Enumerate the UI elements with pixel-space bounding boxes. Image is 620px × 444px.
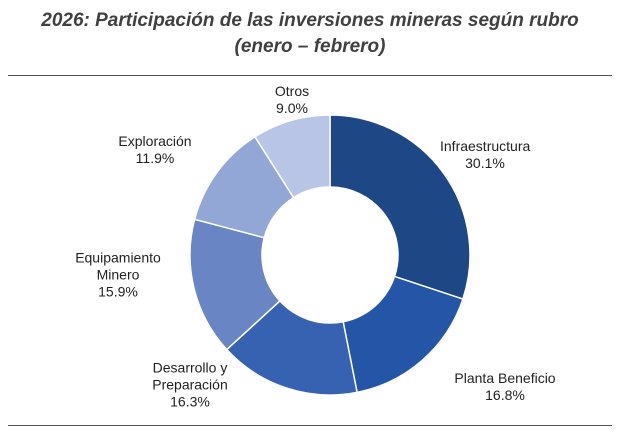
slice-label: Equipamiento Minero 15.9% xyxy=(63,250,173,301)
slice-label: Planta Beneficio 16.8% xyxy=(435,370,575,404)
slice-label: Otros 9.0% xyxy=(252,83,332,117)
donut-slice xyxy=(189,218,281,351)
category-label: Infraestructura xyxy=(440,138,531,154)
donut-slice xyxy=(329,114,471,301)
bottom-rule xyxy=(8,425,612,426)
category-label: Exploración xyxy=(118,133,192,149)
value-label: 30.1% xyxy=(465,155,505,171)
value-label: 16.3% xyxy=(170,393,210,410)
category-label: Desarrollo y Preparación xyxy=(152,359,228,393)
category-label: Planta Beneficio xyxy=(454,370,556,386)
category-label: Equipamiento Minero xyxy=(75,249,161,283)
top-rule xyxy=(8,75,612,76)
slice-label: Infraestructura 30.1% xyxy=(440,138,530,172)
chart-title: 2026: Participación de las inversiones m… xyxy=(41,10,579,31)
value-label: 16.8% xyxy=(485,387,525,403)
category-label: Otros xyxy=(274,83,310,99)
value-label: 11.9% xyxy=(135,150,175,166)
chart-subtitle: (enero – febrero) xyxy=(234,36,386,57)
donut-slice xyxy=(253,114,331,199)
slice-label: Desarrollo y Preparación 16.3% xyxy=(135,360,245,411)
value-label: 9.0% xyxy=(276,100,308,116)
value-label: 15.9% xyxy=(98,283,138,300)
slice-label: Exploración 11.9% xyxy=(105,133,205,167)
